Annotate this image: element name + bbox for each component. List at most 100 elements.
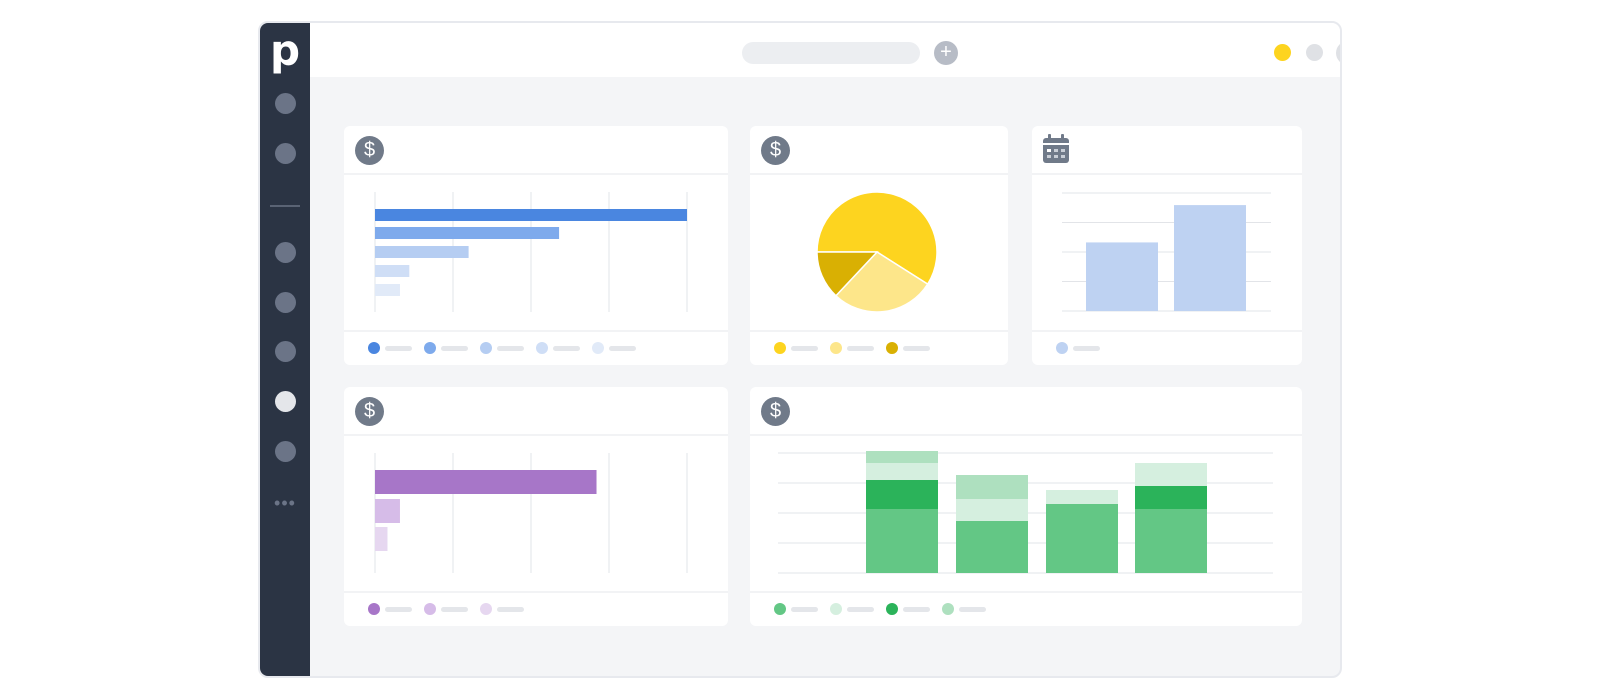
legend-label-placeholder <box>847 345 874 351</box>
bar <box>375 209 687 221</box>
bar <box>1086 242 1158 311</box>
pie-chart <box>816 191 938 313</box>
app-window: p ••• + $ $ <box>258 21 1342 678</box>
bar-segment <box>956 475 1028 499</box>
legend-swatch <box>424 603 436 615</box>
legend-label-placeholder <box>791 606 818 612</box>
legend-swatch <box>592 342 604 354</box>
legend-item[interactable] <box>480 603 524 615</box>
legend-item[interactable] <box>1056 342 1100 354</box>
widget-purple-bars[interactable]: $ <box>344 387 728 626</box>
widget-green-stacked[interactable]: $ <box>750 387 1302 626</box>
legend-swatch <box>942 603 954 615</box>
sidebar-item-7-icon[interactable] <box>275 441 296 462</box>
legend-label-placeholder <box>609 345 636 351</box>
calendar-bar-chart <box>1062 192 1271 312</box>
bar <box>375 499 400 523</box>
legend-swatch <box>886 603 898 615</box>
legend-item[interactable] <box>774 342 818 354</box>
bar-segment <box>1135 509 1207 573</box>
purple-bar-chart <box>374 453 688 573</box>
bar <box>375 265 410 277</box>
bar <box>375 527 388 551</box>
sidebar-more-icon[interactable]: ••• <box>274 493 296 513</box>
legend-item[interactable] <box>830 603 874 615</box>
top-bar: + <box>310 23 1340 77</box>
bar-segment <box>1135 463 1207 486</box>
legend-label-placeholder <box>497 606 524 612</box>
legend-swatch <box>1056 342 1068 354</box>
legend-label-placeholder <box>847 606 874 612</box>
pie-slice <box>816 251 879 297</box>
legend-item[interactable] <box>368 603 412 615</box>
bar <box>375 227 560 239</box>
widget-blue-bars[interactable]: $ <box>344 126 728 365</box>
legend-item[interactable] <box>830 342 874 354</box>
legend-label-placeholder <box>385 345 412 351</box>
widget-legend <box>750 330 1008 365</box>
widget-pie[interactable]: $ <box>750 126 1008 365</box>
sidebar-item-5-icon[interactable] <box>275 341 296 362</box>
legend-item[interactable] <box>480 342 524 354</box>
legend-swatch <box>480 603 492 615</box>
widget-header: $ <box>344 387 728 436</box>
legend-label-placeholder <box>553 345 580 351</box>
bar-segment <box>1046 490 1118 504</box>
legend-label-placeholder <box>441 606 468 612</box>
legend-item[interactable] <box>368 342 412 354</box>
bar-segment <box>956 499 1028 521</box>
bar-segment <box>866 451 938 463</box>
legend-swatch <box>424 342 436 354</box>
bar <box>375 284 400 296</box>
sidebar: p ••• <box>260 23 310 676</box>
bar-segment <box>1135 486 1207 509</box>
help-icon[interactable] <box>1306 44 1323 61</box>
legend-swatch <box>886 342 898 354</box>
app-logo[interactable]: p <box>269 26 301 75</box>
sidebar-item-2-icon[interactable] <box>275 143 296 164</box>
pie-slice <box>816 191 938 286</box>
legend-swatch <box>480 342 492 354</box>
legend-swatch <box>830 342 842 354</box>
legend-item[interactable] <box>886 342 930 354</box>
bar-segment <box>866 509 938 573</box>
sidebar-item-3-icon[interactable] <box>275 242 296 263</box>
legend-swatch <box>536 342 548 354</box>
notification-icon[interactable] <box>1274 44 1291 61</box>
green-stacked-bar-chart <box>778 451 1273 574</box>
search-input[interactable] <box>742 42 920 64</box>
avatar[interactable] <box>1336 41 1340 65</box>
blue-bar-chart <box>374 192 688 312</box>
widget-header: $ <box>750 387 1302 436</box>
widget-legend <box>1032 330 1302 365</box>
bar <box>375 246 469 258</box>
legend-swatch <box>774 342 786 354</box>
widget-header: $ <box>750 126 1008 175</box>
bar-segment <box>1046 504 1118 573</box>
legend-swatch <box>368 342 380 354</box>
calendar-icon <box>1043 134 1069 163</box>
bar-segment <box>866 480 938 509</box>
legend-label-placeholder <box>903 345 930 351</box>
legend-item[interactable] <box>886 603 930 615</box>
dollar-icon: $ <box>761 136 790 165</box>
legend-item[interactable] <box>424 603 468 615</box>
widget-calendar-bars[interactable] <box>1032 126 1302 365</box>
bar-segment <box>866 463 938 480</box>
sidebar-item-1-icon[interactable] <box>275 93 296 114</box>
legend-item[interactable] <box>942 603 986 615</box>
widget-header: $ <box>344 126 728 175</box>
legend-label-placeholder <box>441 345 468 351</box>
bar-segment <box>956 521 1028 573</box>
bar <box>375 470 597 494</box>
legend-swatch <box>368 603 380 615</box>
legend-item[interactable] <box>774 603 818 615</box>
legend-item[interactable] <box>424 342 468 354</box>
add-button[interactable]: + <box>934 41 958 65</box>
sidebar-item-4-icon[interactable] <box>275 292 296 313</box>
legend-item[interactable] <box>536 342 580 354</box>
dollar-icon: $ <box>355 136 384 165</box>
legend-item[interactable] <box>592 342 636 354</box>
sidebar-item-dashboard-icon[interactable] <box>275 391 296 412</box>
bar <box>1174 205 1246 311</box>
